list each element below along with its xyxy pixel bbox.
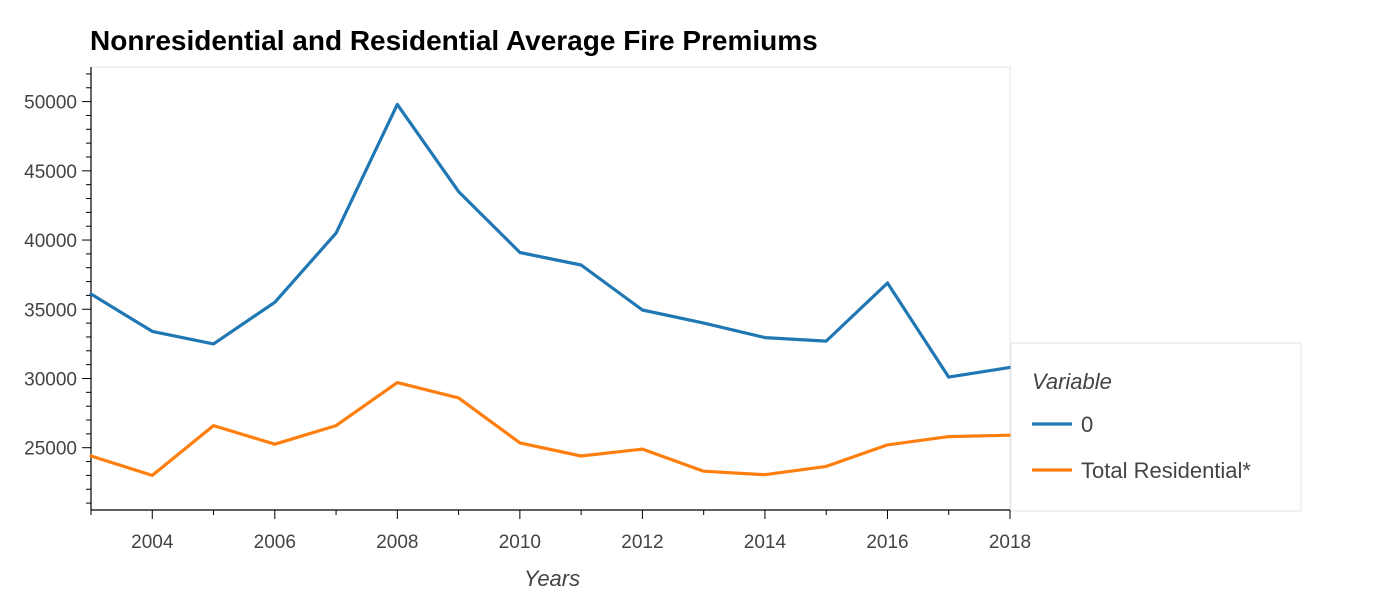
x-tick-label: 2006: [254, 532, 296, 553]
legend-box: [1010, 342, 1302, 512]
y-tick-label: 25000: [24, 439, 77, 460]
x-tick-label: 2016: [866, 532, 908, 553]
y-tick-label: 50000: [24, 93, 77, 114]
series-line-0: [89, 102, 1012, 379]
x-tick-label: 2008: [376, 532, 418, 553]
chart-title: Nonresidential and Residential Average F…: [90, 25, 818, 56]
x-axis: 2004 2006 2008 2010 2012 2014 2016 2018: [90, 509, 1031, 553]
plot-area: [90, 66, 1011, 511]
legend-label: Total Residential*: [1081, 458, 1251, 483]
y-tick-label: 40000: [24, 231, 77, 252]
y-axis: 25000 30000 35000 40000 45000 50000: [24, 67, 92, 510]
legend-title: Variable: [1032, 369, 1112, 394]
x-tick-label: 2012: [621, 532, 663, 553]
x-tick-label: 2018: [989, 532, 1031, 553]
x-tick-label: 2004: [131, 532, 174, 553]
series-line-1: [89, 381, 1012, 477]
legend-label: 0: [1081, 412, 1093, 437]
x-tick-label: 2010: [499, 532, 541, 553]
y-tick-label: 45000: [24, 162, 77, 183]
y-tick-label: 35000: [24, 300, 77, 321]
x-axis-label: Years: [524, 566, 580, 591]
y-tick-label: 30000: [24, 369, 77, 390]
x-tick-label: 2014: [744, 532, 787, 553]
series-layer: [89, 102, 1012, 477]
legend: Variable 0 Total Residential*: [1010, 342, 1302, 512]
